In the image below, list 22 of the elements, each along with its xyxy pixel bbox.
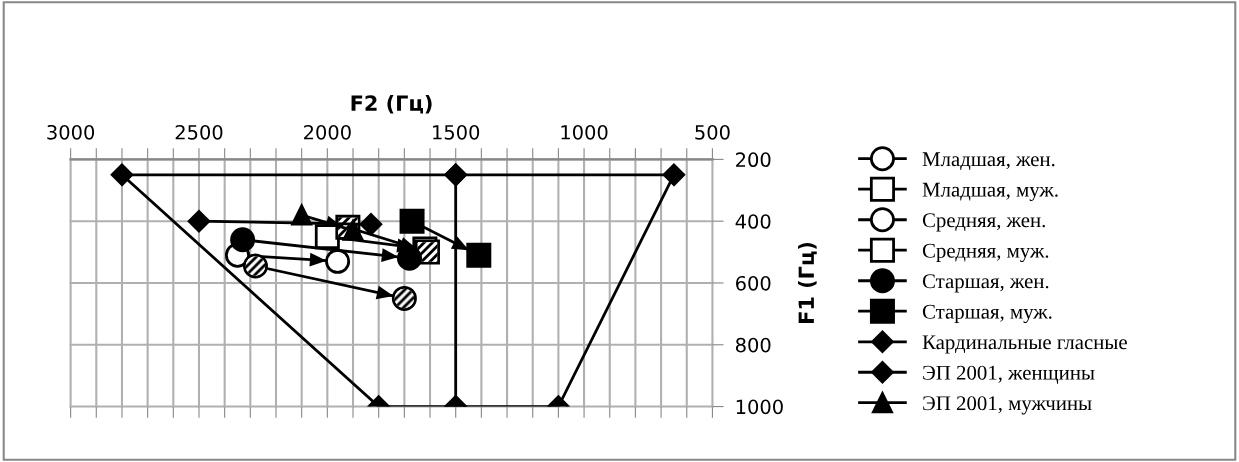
legend-label: Средняя, жен. (922, 213, 1045, 232)
y-axis-title: F1 (Гц) (798, 242, 817, 323)
legend-label: ЭП 2001, мужчины (923, 396, 1092, 415)
x-tick-label: 2000 (304, 124, 351, 140)
x-tick-label: 2500 (175, 124, 223, 140)
legend-label: Кардинальные гласные (922, 335, 1127, 354)
legend-label: Старшая, жен. (922, 274, 1049, 293)
y-tick-label: 800 (735, 337, 771, 353)
legend-label: Младшая, муж. (922, 182, 1058, 201)
legend-label: ЭП 2001, женщины (923, 365, 1095, 384)
legend-label: Старшая, муж. (922, 304, 1052, 324)
x-tick-label: 3000 (47, 124, 95, 140)
x-axis-title: F2 (Гц) (351, 94, 432, 114)
y-tick-label: 200 (736, 152, 771, 168)
legend-label: Младшая, жен. (922, 152, 1055, 171)
y-tick-label: 1000 (736, 399, 783, 415)
legend-label: Средняя, муж. (922, 243, 1049, 263)
x-tick-label: 1500 (433, 124, 480, 140)
x-tick-label: 1000 (561, 124, 608, 140)
y-tick-label: 600 (736, 275, 771, 291)
x-tick-label: 500 (695, 124, 730, 140)
y-tick-label: 400 (735, 214, 771, 229)
